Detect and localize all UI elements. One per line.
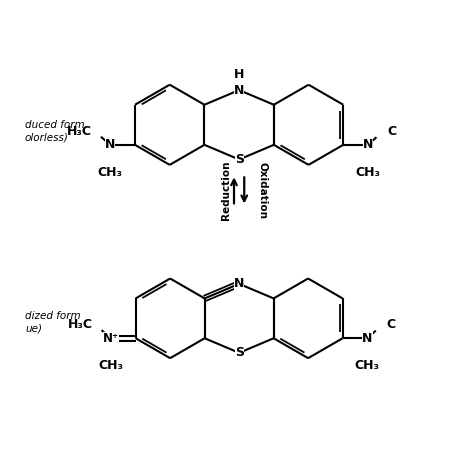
Text: Oxidation: Oxidation [257,162,267,219]
Text: CH₃: CH₃ [355,359,380,372]
Text: S: S [235,153,244,166]
Text: H: H [234,68,244,81]
Text: S: S [235,346,244,359]
Text: N: N [234,277,244,291]
Text: N: N [234,83,244,97]
Text: C: C [386,318,396,331]
Text: duced form: duced form [25,120,84,130]
Text: dized form: dized form [25,311,81,321]
Text: Reduction: Reduction [221,161,231,220]
Text: H₃C: H₃C [67,125,92,138]
Text: N⁺: N⁺ [103,332,119,345]
Text: CH₃: CH₃ [99,359,123,372]
Text: CH₃: CH₃ [356,166,381,179]
Text: olorless): olorless) [25,133,69,143]
Text: ue): ue) [25,324,42,334]
Text: H₃C: H₃C [68,318,92,331]
Text: C: C [387,125,396,138]
Text: N: N [363,138,373,151]
Text: CH₃: CH₃ [98,166,123,179]
Text: N: N [105,138,116,151]
Text: N: N [362,332,373,345]
